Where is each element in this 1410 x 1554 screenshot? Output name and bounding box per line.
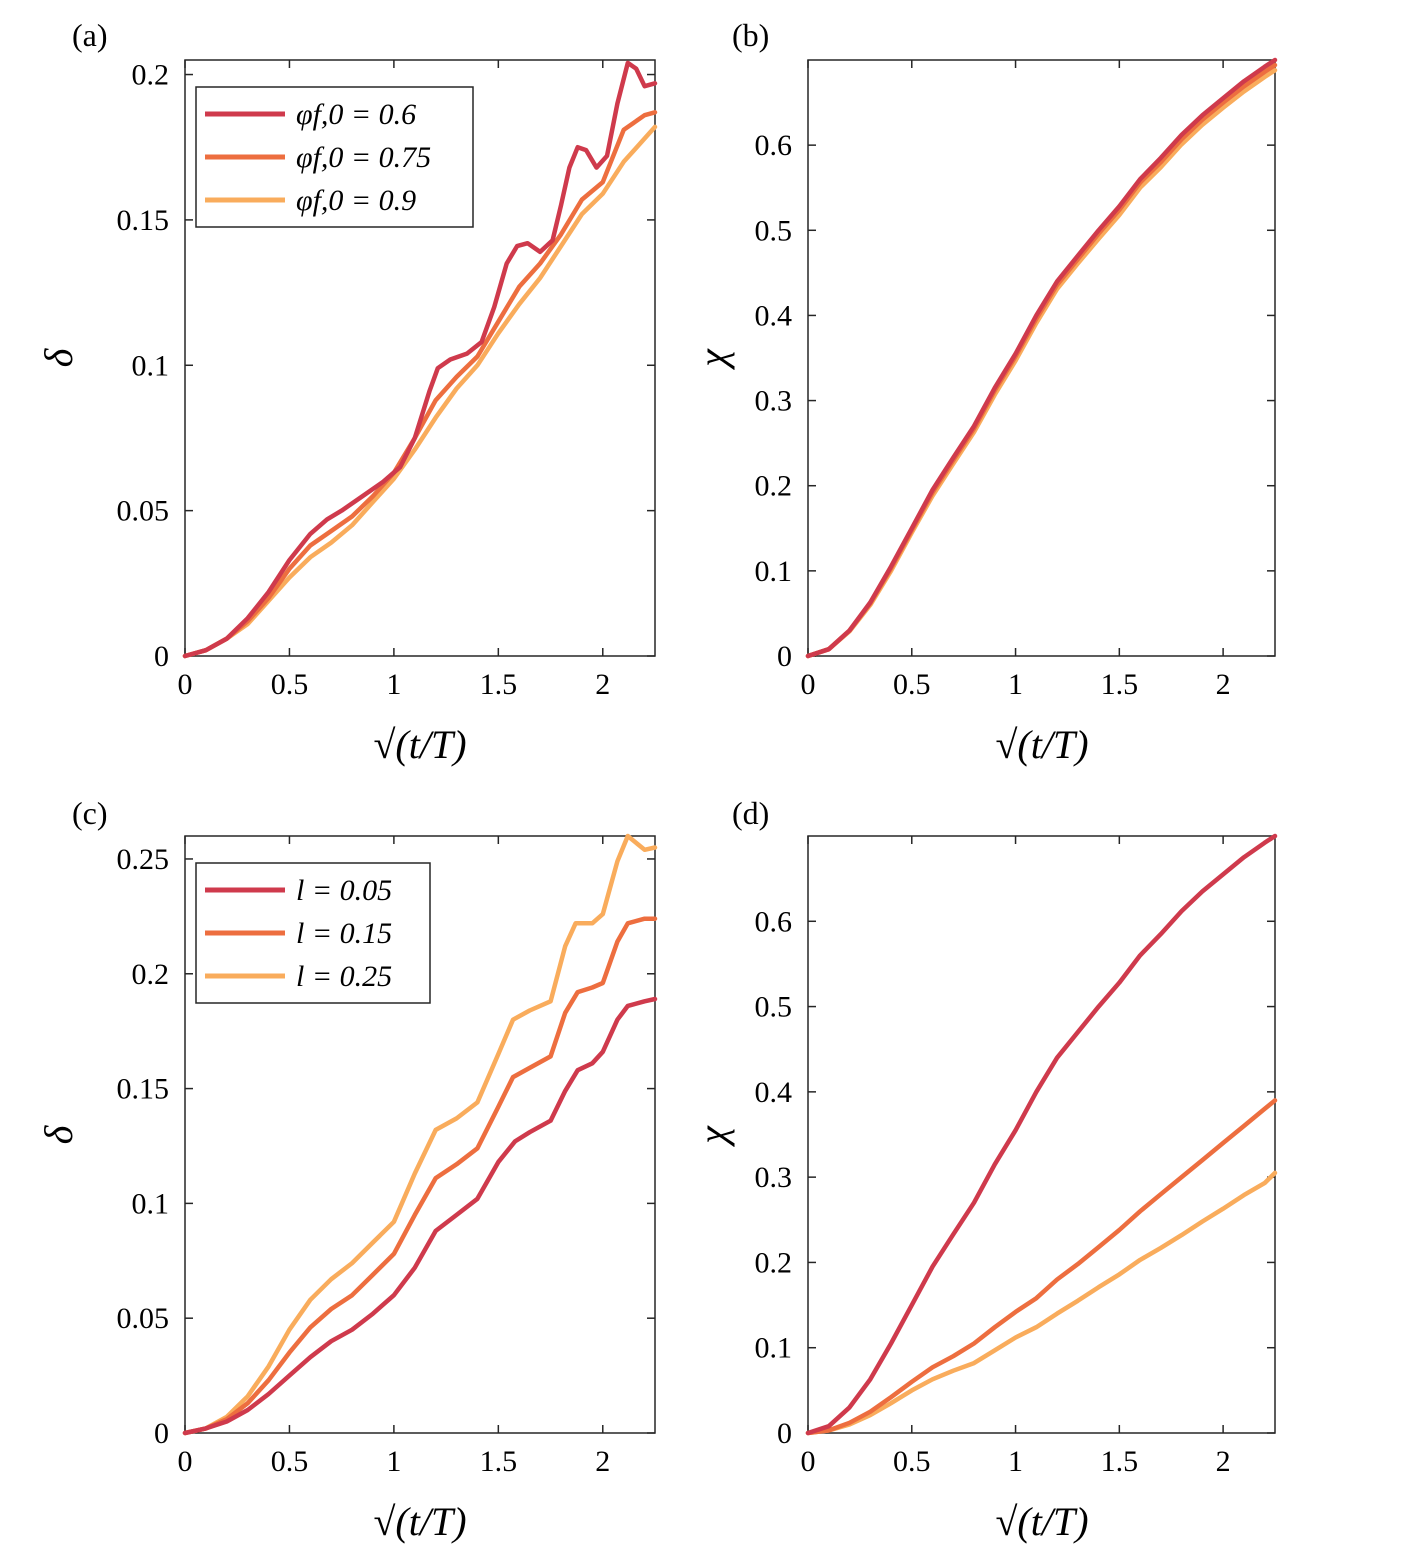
- y-tick-label: 0.25: [117, 843, 170, 876]
- x-axis-label-d: √(t/T): [995, 1499, 1088, 1544]
- plot-frame-c: [184, 835, 656, 1434]
- x-tick-label: 2: [595, 1445, 610, 1478]
- y-tick-label: 0.05: [117, 1302, 170, 1335]
- y-tick-label: 0.15: [117, 1073, 170, 1106]
- y-tick-label: 0.4: [755, 1076, 793, 1109]
- x-tick-label: 1.5: [480, 668, 518, 701]
- x-tick-label: 0: [178, 1445, 193, 1478]
- y-tick-label: 0.3: [755, 1161, 793, 1194]
- plot-frame-a: [184, 59, 656, 657]
- x-tick-label: 2: [1216, 668, 1231, 701]
- panel-c: (c) 0 0.05 0.1 0.15 0.2 0.25 0 0.5 1 1.5 2 δ √(t/…: [36, 795, 658, 1544]
- panel-label-a: (a): [72, 17, 108, 53]
- series-line-2: [182, 916, 658, 1436]
- legend-label: l = 0.15: [296, 917, 392, 950]
- panel-a: (a) 0 0.05 0.1 0.15 0.2 0 0.5 1 1.5 2 δ √(t/T) φ…: [36, 17, 658, 767]
- legend-c: l = 0.05 l = 0.15 l = 0.25: [195, 862, 431, 1004]
- x-axis-label-c: √(t/T): [373, 1499, 466, 1544]
- series-line-2: [182, 110, 658, 659]
- series-lines-a: [182, 60, 658, 659]
- y-tick-label: 0.15: [117, 204, 170, 237]
- y-tick-label: 0.2: [132, 958, 170, 991]
- y-tick-label: 0: [777, 1417, 792, 1450]
- legend-label: φf,0 = 0.9: [296, 184, 416, 217]
- series-line-3: [805, 1170, 1278, 1436]
- series-lines-c: [182, 833, 658, 1436]
- y-ticks-d: 0 0.1 0.2 0.3 0.4 0.5 0.6: [755, 905, 1275, 1450]
- x-tick-label: 1.5: [1101, 668, 1139, 701]
- x-ticks-a: 0 0.5 1 1.5 2: [178, 60, 610, 701]
- y-tick-label: 0.4: [755, 299, 793, 332]
- panel-b: (b) 0 0.1 0.2 0.3 0.4 0.5 0.6 0 0.5 1 1.5 2 χ √(t/…: [690, 17, 1278, 767]
- x-tick-label: 2: [595, 668, 610, 701]
- x-tick-label: 0.5: [271, 668, 309, 701]
- legend-label: l = 0.25: [296, 960, 392, 993]
- y-tick-label: 0.1: [132, 349, 170, 382]
- x-axis-label-b: √(t/T): [995, 722, 1088, 767]
- x-tick-label: 0: [178, 668, 193, 701]
- y-tick-label: 0.1: [755, 555, 793, 588]
- x-ticks-b: 0 0.5 1 1.5 2: [801, 60, 1231, 701]
- x-tick-label: 1: [1008, 668, 1023, 701]
- series-lines-d: [805, 833, 1278, 1436]
- y-ticks-c: 0 0.05 0.1 0.15 0.2 0.25: [117, 843, 655, 1450]
- series-line-1: [182, 60, 658, 659]
- y-tick-label: 0: [154, 640, 169, 673]
- legend-a: φf,0 = 0.6 φf,0 = 0.75 φf,0 = 0.9: [195, 86, 474, 228]
- x-tick-label: 1.5: [480, 1445, 518, 1478]
- panel-label-b: (b): [732, 17, 769, 53]
- series-line-3: [805, 67, 1278, 659]
- panel-label-d: (d): [732, 795, 769, 831]
- legend-label: l = 0.05: [296, 874, 392, 907]
- x-tick-label: 0.5: [893, 1445, 931, 1478]
- plot-frame-d: [807, 835, 1276, 1434]
- plot-frame-b: [807, 59, 1276, 657]
- y-tick-label: 0.6: [755, 905, 793, 938]
- y-axis-label-a: δ: [36, 347, 81, 367]
- y-ticks-a: 0 0.05 0.1 0.15 0.2: [117, 59, 655, 673]
- series-line-1: [805, 833, 1278, 1436]
- y-tick-label: 0.05: [117, 495, 170, 528]
- y-axis-label-d: χ: [690, 1125, 735, 1148]
- y-tick-label: 0.2: [755, 470, 793, 503]
- x-ticks-c: 0 0.5 1 1.5 2: [178, 836, 610, 1478]
- y-tick-label: 0.5: [755, 214, 793, 247]
- series-line-2: [805, 62, 1278, 659]
- series-line-1: [805, 57, 1278, 659]
- legend-label: φf,0 = 0.6: [296, 98, 416, 131]
- panel-label-c: (c): [72, 795, 108, 831]
- y-tick-label: 0.3: [755, 385, 793, 418]
- y-tick-label: 0.2: [132, 59, 170, 92]
- x-tick-label: 1: [1008, 1445, 1023, 1478]
- y-tick-label: 0: [154, 1417, 169, 1450]
- x-tick-label: 1: [386, 1445, 401, 1478]
- x-tick-label: 1.5: [1101, 1445, 1139, 1478]
- x-tick-label: 0: [801, 668, 816, 701]
- y-ticks-b: 0 0.1 0.2 0.3 0.4 0.5 0.6: [755, 129, 1275, 673]
- y-tick-label: 0.6: [755, 129, 793, 162]
- panel-d: (d) 0 0.1 0.2 0.3 0.4 0.5 0.6 0 0.5 1 1.5 2 χ √(t/…: [690, 795, 1278, 1544]
- series-line-2: [805, 1098, 1278, 1436]
- y-tick-label: 0.1: [132, 1187, 170, 1220]
- x-tick-label: 0.5: [893, 668, 931, 701]
- series-lines-b: [805, 57, 1278, 659]
- y-axis-label-b: χ: [690, 348, 735, 371]
- x-tick-label: 0: [801, 1445, 816, 1478]
- x-tick-label: 2: [1216, 1445, 1231, 1478]
- y-tick-label: 0.5: [755, 991, 793, 1024]
- x-axis-label-a: √(t/T): [373, 722, 466, 767]
- x-tick-label: 1: [386, 668, 401, 701]
- legend-label: φf,0 = 0.75: [296, 141, 431, 174]
- y-tick-label: 0.1: [755, 1332, 793, 1365]
- x-tick-label: 0.5: [271, 1445, 309, 1478]
- series-line-1: [182, 996, 658, 1436]
- series-line-3: [182, 833, 658, 1436]
- y-tick-label: 0.2: [755, 1246, 793, 1279]
- y-tick-label: 0: [777, 640, 792, 673]
- x-ticks-d: 0 0.5 1 1.5 2: [801, 836, 1231, 1478]
- y-axis-label-c: δ: [36, 1124, 81, 1144]
